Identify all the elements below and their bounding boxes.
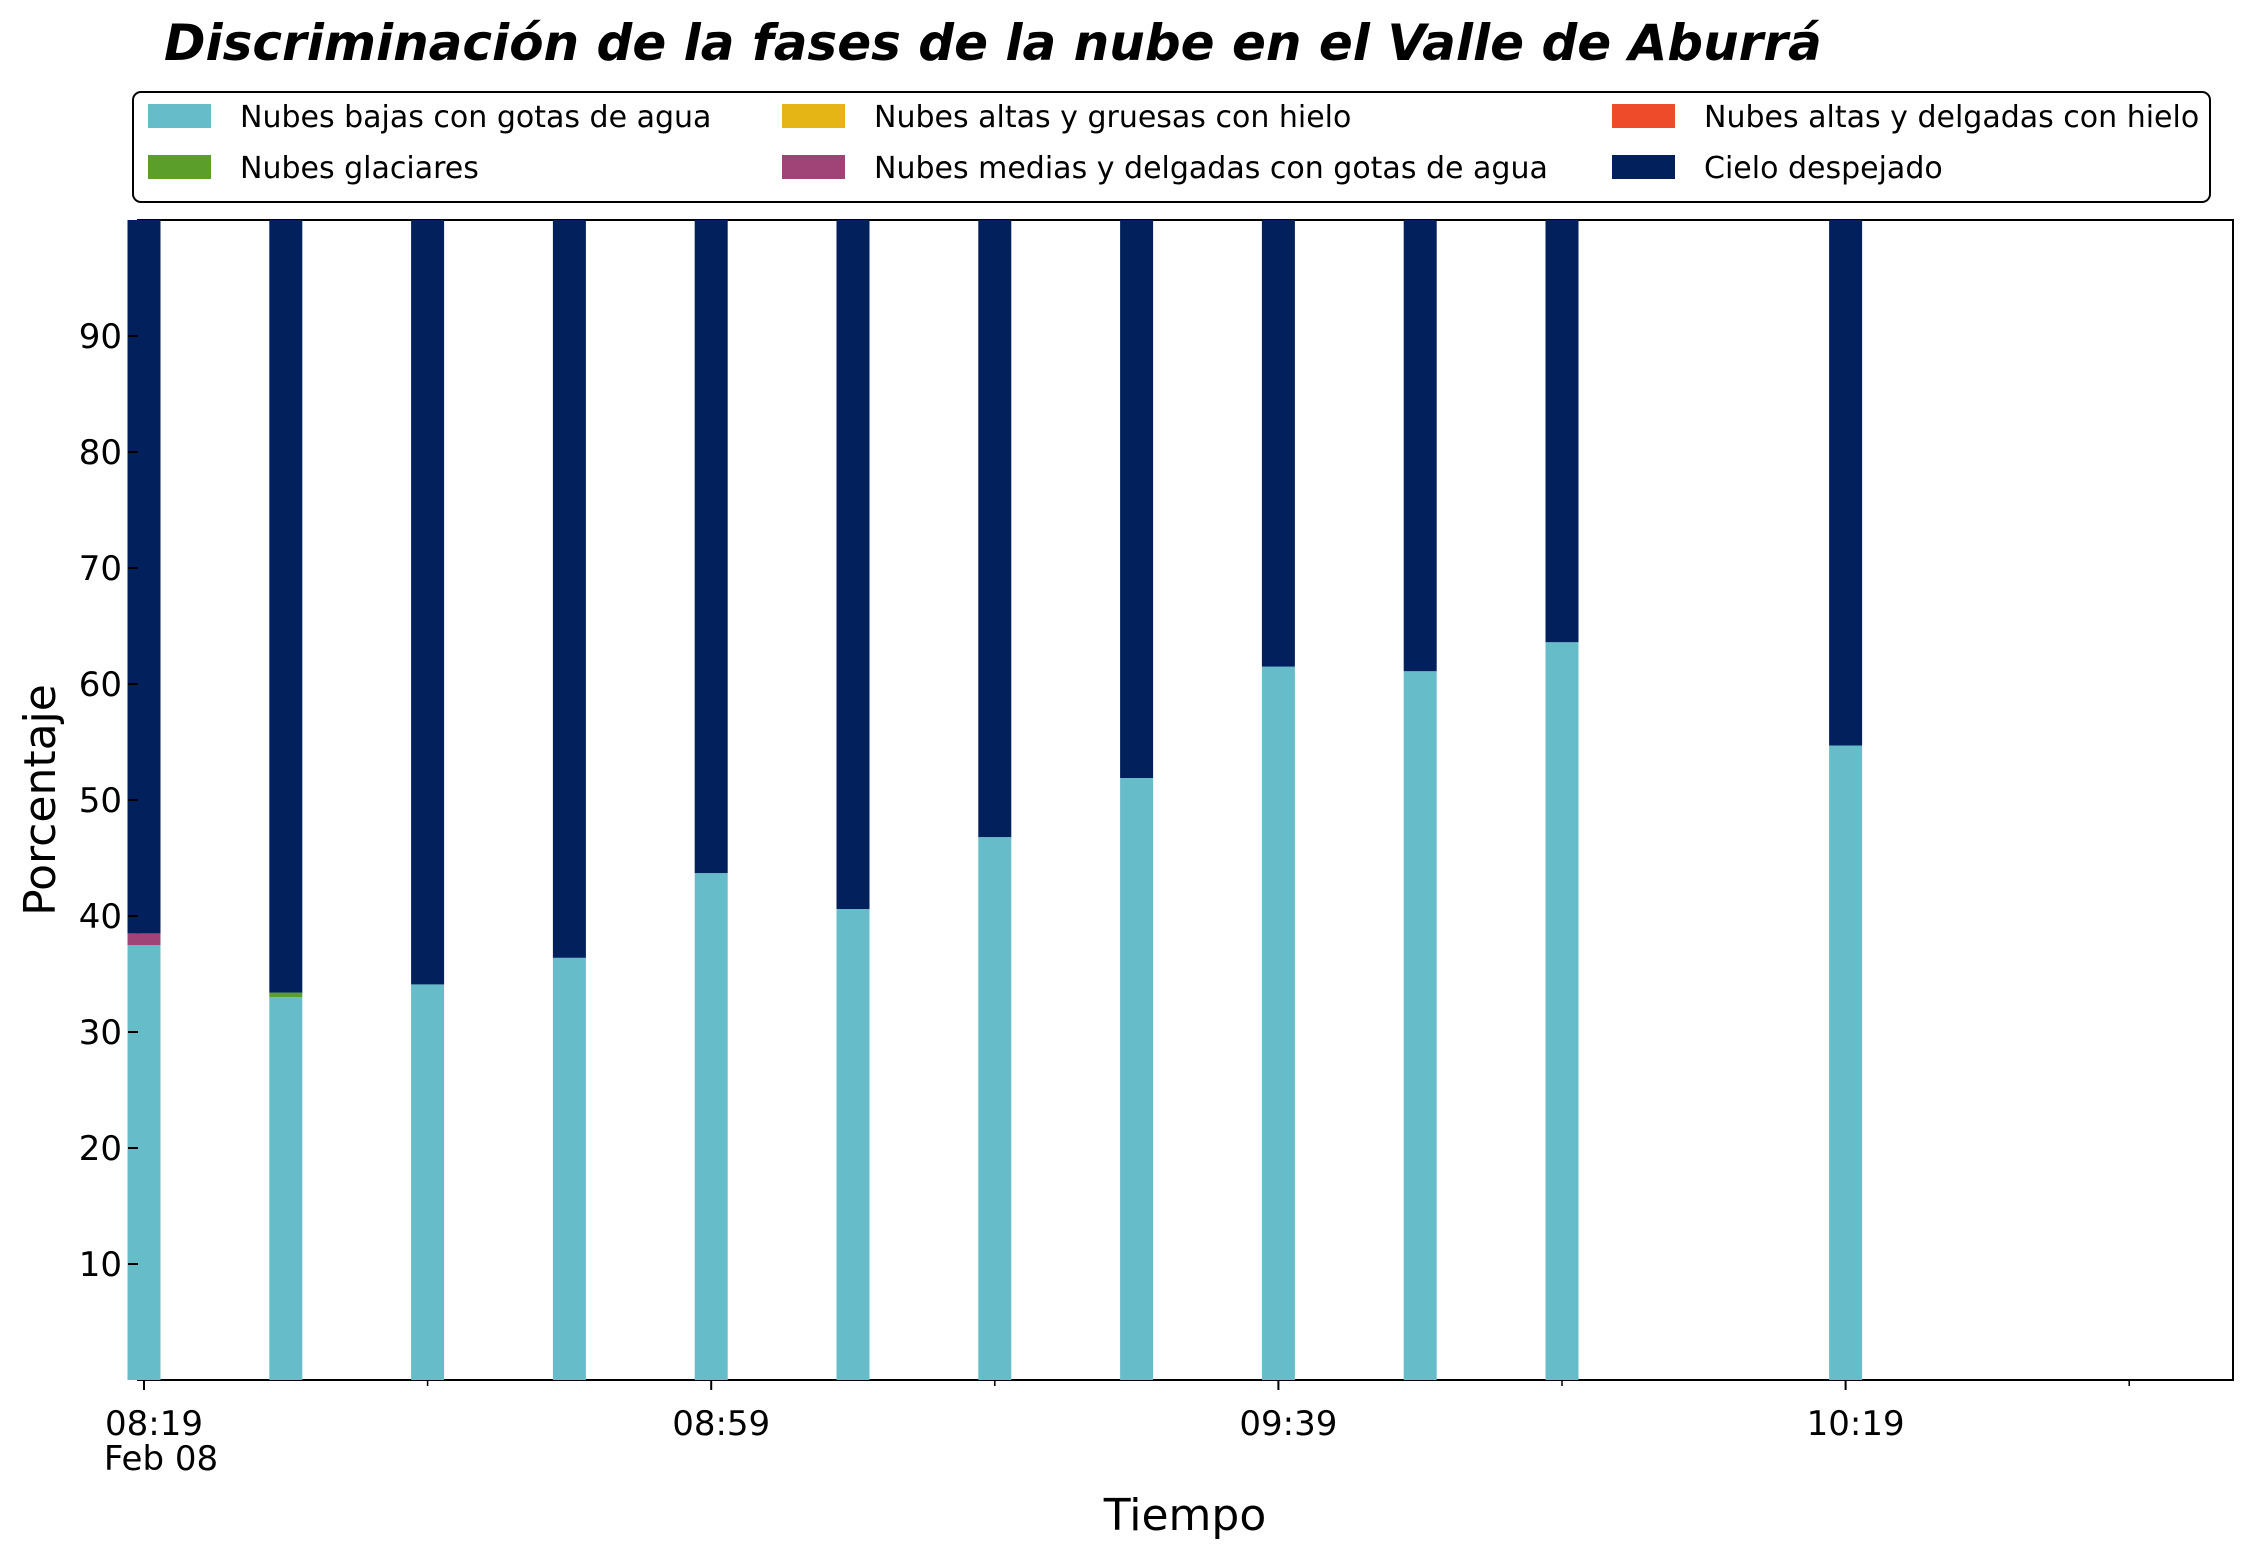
legend-label: Nubes bajas con gotas de agua [240,100,711,135]
y-tick-label: 70 [79,549,122,589]
legend-label: Nubes glaciares [240,151,479,186]
bar-segment [127,933,161,945]
legend-frame [132,91,2211,203]
legend-label: Cielo despejado [1704,151,1943,186]
x-tick-label: 08:59 [672,1404,770,1444]
bar-segment [1829,220,1863,746]
y-axis-label: Porcentaje [15,684,66,916]
bar-segment [269,997,303,1380]
legend: Nubes bajas con gotas de agua Nubes glaci… [132,91,2211,203]
bar-segment [1403,220,1437,672]
bar-segment [1261,220,1295,667]
legend-swatch [1612,104,1675,128]
legend-label: Nubes medias y delgadas con gotas de agu… [874,151,1548,186]
legend-label: Nubes altas y gruesas con hielo [874,100,1351,135]
y-tick-label: 30 [79,1013,122,1053]
bar-segment [1545,642,1579,1380]
y-tick-label: 50 [79,781,122,821]
legend-swatch [148,155,211,179]
bar-segment [978,837,1012,1380]
legend-swatch [782,155,845,179]
x-tick-label: 09:39 [1239,1404,1337,1444]
plot-area [137,219,2234,1381]
bar-segment [1829,745,1863,1380]
bar-segment [552,957,586,1380]
x-tick-label: 08:19 [105,1404,203,1444]
bar-segment [411,220,445,985]
x-axis: 08:1908:5909:3910:1910:5911:3912:1912:59… [105,1380,2130,1444]
x-tick-label: 10:19 [1807,1404,1905,1444]
bars-layer [127,220,1863,1380]
bar-segment [694,220,728,874]
y-tick-label: 20 [79,1129,122,1169]
legend-swatch [148,104,211,128]
y-tick-label: 60 [79,665,122,705]
bar-segment [269,220,303,993]
x-date-label: Feb 08 [104,1439,218,1479]
bar-segment [411,984,445,1380]
y-tick-label: 80 [79,433,122,473]
bar-segment [127,220,161,934]
bar-segment [1120,778,1154,1380]
legend-label: Nubes altas y delgadas con hielo [1704,100,2199,135]
bar-segment [836,220,870,909]
y-tick-label: 10 [79,1245,122,1285]
x-axis-label: Tiempo [1103,1490,1267,1541]
bar-segment [1120,220,1154,778]
bar-segment [694,873,728,1380]
bar-segment [1545,220,1579,643]
bar-segment [978,220,1012,838]
legend-swatch [782,104,845,128]
bar-segment [127,945,161,1380]
bar-segment [1403,671,1437,1380]
y-axis: 10 20 30 40 50 60 70 80 90 [79,317,138,1285]
chart-title: Discriminación de la fases de la nube en… [164,14,1822,72]
y-tick-label: 40 [79,897,122,937]
legend-swatch [1612,155,1675,179]
bar-segment [836,909,870,1380]
bar-segment [1261,666,1295,1380]
bar-segment [269,992,303,998]
bar-segment [552,220,586,958]
y-tick-label: 90 [79,317,122,357]
